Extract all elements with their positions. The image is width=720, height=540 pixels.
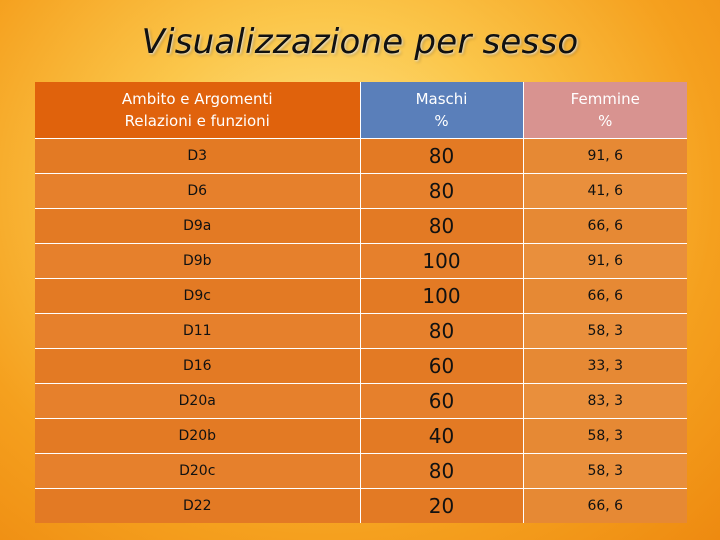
cell-maschi: 20 <box>360 488 524 523</box>
cell-ambito: D11 <box>35 313 361 349</box>
header-ambito-line1: Ambito e Argomenti <box>121 90 273 108</box>
table-row: D16 60 33, 3 <box>35 348 687 384</box>
cell-ambito: D9a <box>35 208 361 244</box>
cell-femmine: 58, 3 <box>523 418 687 454</box>
table-row: D20a 60 83, 3 <box>35 383 687 419</box>
table-row: D20c 80 58, 3 <box>35 453 687 489</box>
cell-femmine: 58, 3 <box>523 453 687 489</box>
header-maschi: Maschi % <box>360 82 524 139</box>
cell-maschi: 60 <box>360 348 524 384</box>
cell-ambito: D20c <box>35 453 361 489</box>
cell-ambito: D9c <box>35 278 361 314</box>
table-row: D9b 100 91, 6 <box>35 243 687 279</box>
cell-femmine: 66, 6 <box>523 208 687 244</box>
cell-femmine: 66, 6 <box>523 278 687 314</box>
header-femmine-line1: Femmine <box>570 90 640 108</box>
table-row: D9a 80 66, 6 <box>35 208 687 244</box>
cell-femmine: 83, 3 <box>523 383 687 419</box>
cell-ambito: D6 <box>35 173 361 209</box>
table-row: D22 20 66, 6 <box>35 488 687 523</box>
cell-maschi: 40 <box>360 418 524 454</box>
table-header-row: Ambito e Argomenti Relazioni e funzioni … <box>35 82 687 139</box>
cell-ambito: D22 <box>35 488 361 523</box>
cell-maschi: 80 <box>360 453 524 489</box>
cell-maschi: 100 <box>360 243 524 279</box>
cell-ambito: D9b <box>35 243 361 279</box>
cell-femmine: 41, 6 <box>523 173 687 209</box>
table-row: D6 80 41, 6 <box>35 173 687 209</box>
table-row: D11 80 58, 3 <box>35 313 687 349</box>
cell-femmine: 91, 6 <box>523 243 687 279</box>
cell-ambito: D16 <box>35 348 361 384</box>
cell-maschi: 80 <box>360 313 524 349</box>
header-maschi-line2: % <box>434 112 449 130</box>
table-row: D9c 100 66, 6 <box>35 278 687 314</box>
cell-maschi: 80 <box>360 173 524 209</box>
table-row: D20b 40 58, 3 <box>35 418 687 454</box>
header-femmine-line2: % <box>598 112 613 130</box>
slide-title: Visualizzazione per sesso <box>141 22 579 62</box>
header-maschi-line1: Maschi <box>415 90 468 108</box>
header-ambito: Ambito e Argomenti Relazioni e funzioni <box>35 82 361 139</box>
cell-ambito: D3 <box>35 138 361 174</box>
cell-maschi: 80 <box>360 138 524 174</box>
cell-maschi: 60 <box>360 383 524 419</box>
header-femmine: Femmine % <box>523 82 687 139</box>
header-ambito-line2: Relazioni e funzioni <box>124 112 270 130</box>
cell-maschi: 100 <box>360 278 524 314</box>
gender-results-table: Ambito e Argomenti Relazioni e funzioni … <box>35 82 687 523</box>
cell-maschi: 80 <box>360 208 524 244</box>
cell-ambito: D20b <box>35 418 361 454</box>
cell-femmine: 58, 3 <box>523 313 687 349</box>
cell-ambito: D20a <box>35 383 361 419</box>
cell-femmine: 33, 3 <box>523 348 687 384</box>
cell-femmine: 66, 6 <box>523 488 687 523</box>
cell-femmine: 91, 6 <box>523 138 687 174</box>
table-row: D3 80 91, 6 <box>35 138 687 174</box>
